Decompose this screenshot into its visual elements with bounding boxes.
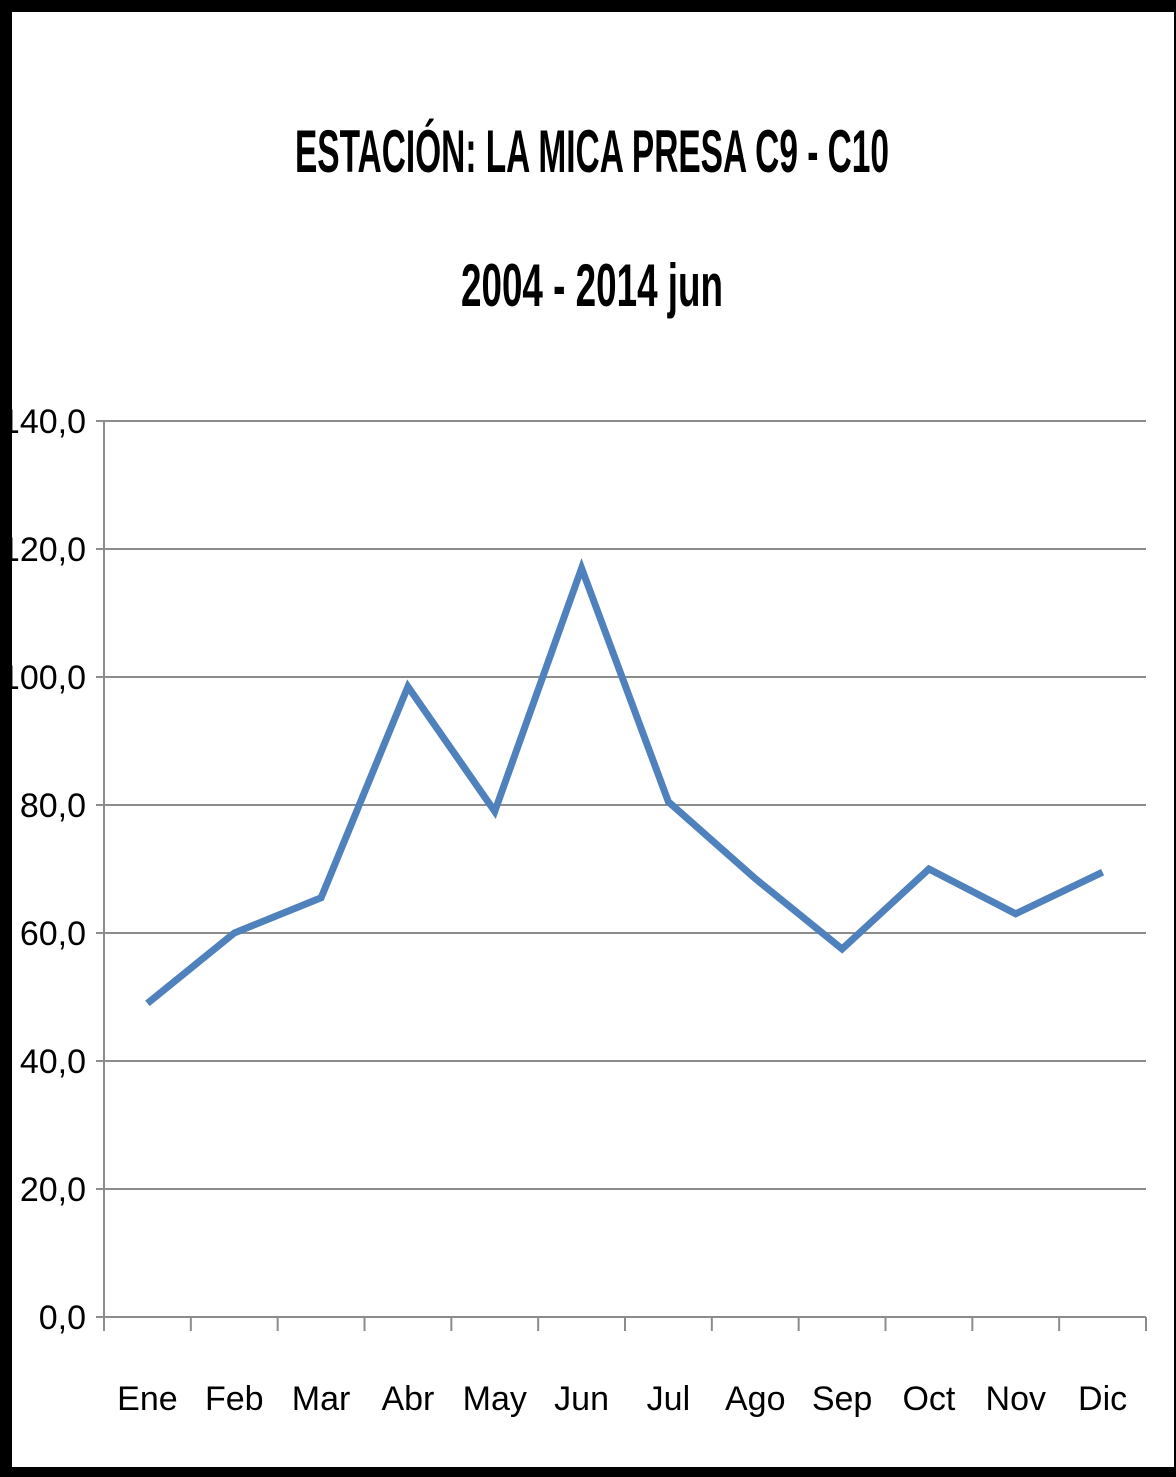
y-tick-label: 140,0 [1, 403, 86, 441]
y-tick-label: 20,0 [20, 1171, 86, 1209]
x-tick-label: Dic [1078, 1380, 1127, 1418]
y-axis: 0,0 20,0 40,0 60,0 80,0 100,0 120,0 140,0 [1, 403, 105, 1337]
x-tick-label: Ago [725, 1380, 786, 1418]
y-tick-label: 120,0 [1, 531, 86, 569]
x-axis: Ene Feb Mar Abr May Jun Jul Ago Sep Oct Nov Dic [103, 1316, 1147, 1418]
y-tick-label: 40,0 [20, 1043, 86, 1081]
x-tick-label: Mar [292, 1380, 351, 1418]
x-tick-label: Ene [117, 1380, 178, 1418]
y-tick-label: 100,0 [1, 659, 86, 697]
gridlines [104, 420, 1146, 1190]
series-group [145, 557, 1105, 1007]
x-tick-label: Jul [647, 1380, 690, 1418]
y-tick-label: 60,0 [20, 915, 86, 953]
x-tick-label: Abr [381, 1380, 434, 1418]
x-tick-label: Feb [205, 1380, 264, 1418]
x-tick-label: Jun [554, 1380, 609, 1418]
x-tick-label: Oct [902, 1380, 955, 1418]
chart-title: ESTACIÓN: LA MICA PRESA C9 - C10 [295, 118, 889, 185]
y-tick-label: 0,0 [39, 1299, 86, 1337]
x-tick-label: May [463, 1380, 527, 1418]
chart-subtitle: 2004 - 2014 jun [461, 252, 723, 319]
x-tick-label: Sep [812, 1380, 873, 1418]
series-line [145, 557, 1105, 1007]
y-tick-label: 80,0 [20, 787, 86, 825]
x-tick-label: Nov [986, 1380, 1046, 1418]
